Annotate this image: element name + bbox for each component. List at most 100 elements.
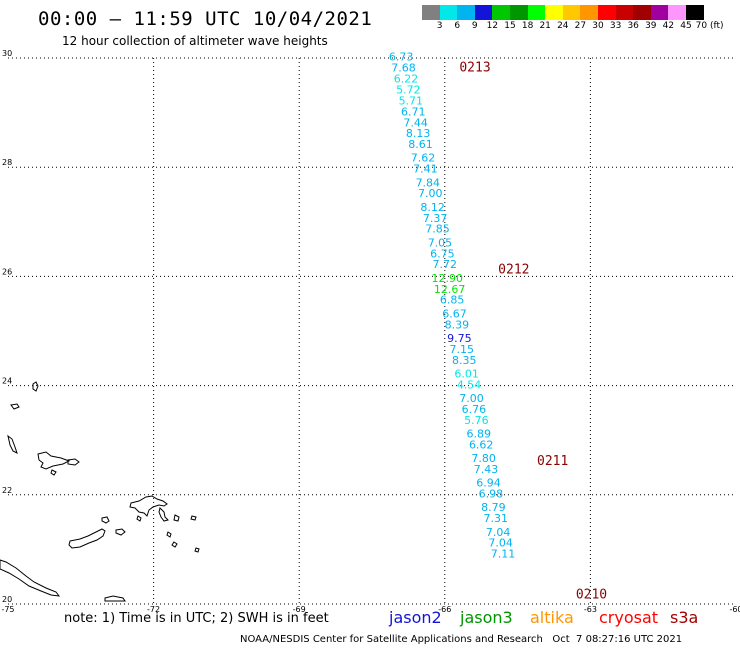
satellite-jason3: jason3: [460, 608, 513, 627]
swh-value-label: 7.37: [423, 212, 448, 225]
pass-time-label: 0213: [459, 61, 490, 76]
island: [166, 531, 172, 538]
lat-tick-label: 26: [2, 267, 12, 276]
color-scale-label: 18: [521, 21, 534, 31]
swh-value-label: 7.00: [418, 187, 443, 200]
color-scale: [422, 5, 704, 20]
color-scale-label: 24: [557, 21, 569, 31]
swh-value-label: 7.31: [484, 512, 509, 525]
color-scale-label: 30: [592, 21, 604, 31]
swh-value-label: 7.72: [433, 258, 458, 271]
island: [115, 528, 126, 536]
swh-value-label: 8.39: [445, 318, 470, 331]
pass-time-label: 0210: [576, 588, 607, 603]
color-scale-label: 70 (ft): [695, 21, 724, 31]
swh-value-label: 5.71: [399, 94, 424, 107]
coastline-islands: [0, 381, 200, 602]
swh-value-label: 6.98: [479, 488, 504, 501]
swh-value-label: 5.76: [464, 414, 489, 427]
island: [173, 514, 180, 522]
swh-value-label: 7.44: [403, 116, 428, 129]
color-scale-label: 39: [645, 21, 657, 31]
color-scale-cell: [527, 5, 546, 20]
color-scale-cell: [474, 5, 493, 20]
swh-value-label: 12.67: [434, 283, 466, 296]
swh-value-label: 8.61: [408, 138, 433, 151]
satellite-altika: altika: [530, 608, 574, 627]
swh-value-label: 6.76: [462, 403, 487, 416]
color-scale-label: 15: [504, 21, 516, 31]
color-scale-cell: [685, 5, 704, 20]
island: [0, 559, 61, 597]
swh-value-label: 6.94: [476, 477, 501, 490]
island: [158, 507, 169, 522]
pass-time-label: 0212: [498, 263, 529, 278]
color-scale-label: 9: [471, 21, 478, 31]
lat-tick-label: 24: [2, 377, 12, 386]
color-scale-cell: [615, 5, 634, 20]
map-title: 00:00 – 11:59 UTC 10/04/2021: [38, 8, 373, 30]
lon-tick-label: -69: [293, 605, 306, 614]
swh-value-label: 5.72: [396, 83, 421, 96]
altimeter-track: 6.737.686.225.725.716.717.448.138.617.62…: [389, 51, 515, 561]
island: [7, 434, 18, 454]
swh-value-label: 6.71: [401, 105, 426, 118]
swh-value-label: 7.85: [425, 223, 450, 236]
lon-tick-label: -60: [729, 605, 740, 614]
island: [32, 381, 39, 392]
pass-time-label: 0211: [537, 454, 568, 469]
color-scale-cell: [633, 5, 651, 20]
color-scale-labels: 3 6 9 12 15 18 21 24 27 30 33 36 39 42 45 70 (ft): [422, 21, 740, 33]
swh-value-label: 6.89: [467, 427, 492, 440]
swh-value-label: 7.11: [491, 548, 516, 561]
swh-value-label: 7.84: [416, 176, 441, 189]
swh-value-label: 7.80: [471, 452, 496, 465]
swh-value-label: 7.00: [459, 392, 484, 405]
island: [190, 515, 197, 521]
color-scale-label: 33: [609, 21, 622, 31]
lat-tick-label: 22: [2, 486, 12, 495]
island: [171, 541, 178, 548]
footer-note: note: 1) Time is in UTC; 2) SWH is in fe…: [64, 611, 329, 626]
lon-tick-label: -75: [1, 605, 14, 614]
swh-value-label: 6.73: [389, 51, 414, 64]
island: [37, 451, 71, 470]
time-labels: 0213 0212 0211 0210: [459, 61, 607, 603]
swh-value-label: 7.05: [428, 236, 453, 249]
swh-value-label: 7.43: [474, 463, 499, 476]
island: [10, 403, 20, 410]
island: [104, 595, 126, 602]
color-scale-label: 27: [574, 21, 587, 31]
swh-value-label: 7.68: [391, 62, 416, 75]
swh-value-label: 8.35: [452, 354, 477, 367]
swh-value-label: 8.79: [481, 501, 506, 514]
island: [50, 469, 57, 476]
color-scale-label: 45: [680, 21, 692, 31]
swh-value-label: 7.15: [450, 343, 475, 356]
color-scale-cell: [650, 5, 669, 20]
color-scale-cell: [668, 5, 686, 20]
color-scale-cell: [422, 5, 440, 20]
island: [101, 516, 110, 524]
island: [129, 495, 168, 517]
color-scale-cell: [457, 5, 475, 20]
color-scale-label: 36: [627, 21, 639, 31]
color-scale-cell: [580, 5, 598, 20]
color-scale-label: 12: [486, 21, 499, 31]
axis-tick-labels: -75 -72 -69 -66 -63 -60 30 28 26 24 22 20: [1, 49, 740, 614]
map-grid: [8, 57, 736, 605]
satellite-jason2: jason2: [389, 608, 442, 627]
swh-value-label: 6.01: [454, 367, 479, 380]
swh-value-label: 8.12: [420, 201, 445, 214]
lon-tick-label: -63: [584, 605, 597, 614]
swh-value-label: 6.22: [394, 73, 419, 86]
color-scale-label: 3: [436, 21, 443, 31]
island: [67, 458, 80, 466]
color-scale-cell: [562, 5, 581, 20]
swh-value-label: 6.67: [442, 307, 467, 320]
swh-value-label: 7.04: [488, 537, 513, 550]
lat-tick-label: 30: [2, 49, 12, 58]
satellite-cryosat: cryosat: [599, 608, 659, 627]
lon-tick-label: -66: [438, 605, 451, 614]
